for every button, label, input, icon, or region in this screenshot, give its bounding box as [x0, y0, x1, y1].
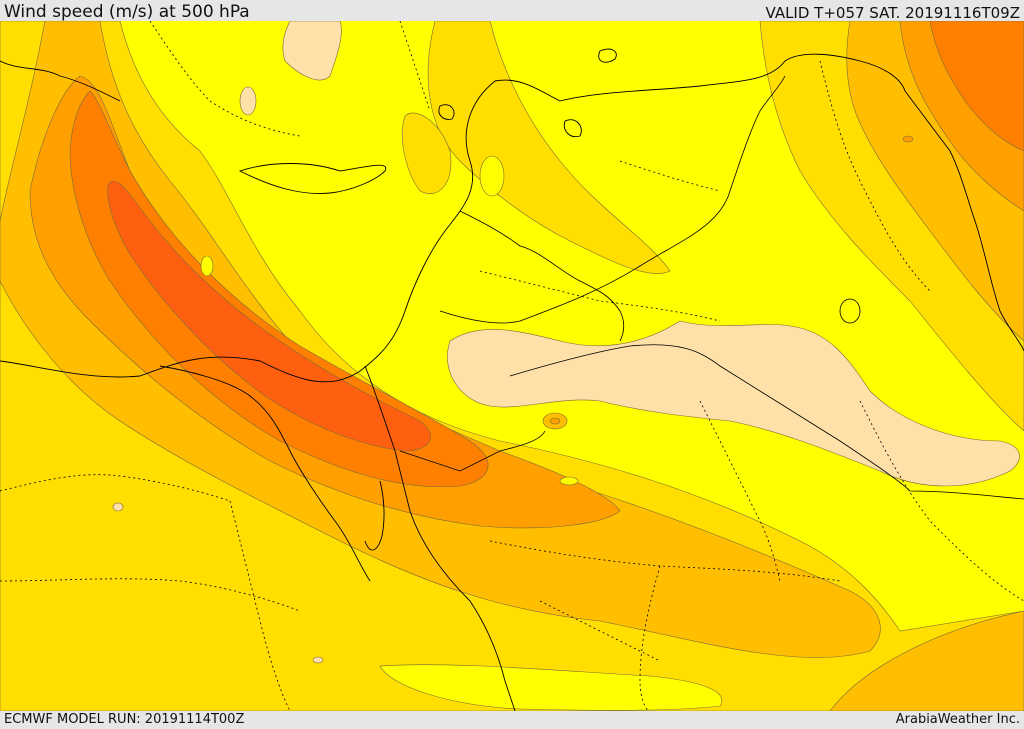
lake-1 [239, 86, 257, 116]
wind-band-jet [69, 90, 489, 487]
wind-speed-map[interactable] [0, 21, 1024, 711]
wind-band-northeast-core [929, 21, 1024, 152]
credit: ArabiaWeather Inc. [895, 712, 1020, 727]
coastlines [0, 48, 1024, 711]
wind-band-north-islet [402, 112, 452, 194]
lake-5 [312, 656, 324, 664]
local-max-northeast [902, 135, 914, 143]
map-title: Wind speed (m/s) at 500 hPa [4, 2, 250, 22]
internal-borders [0, 21, 1024, 711]
lake-4 [112, 502, 124, 512]
calm-region-east [447, 320, 1020, 487]
valid-time: VALID T+057 SAT. 20191116T09Z [765, 4, 1020, 22]
country-borders [399, 75, 1024, 500]
lake-3 [479, 155, 505, 197]
map-footer: ECMWF MODEL RUN: 20191114T00Z ArabiaWeat… [0, 711, 1024, 729]
wind-band-south-light-patch [379, 664, 723, 711]
calm-region-north [282, 21, 342, 81]
map-canvas [0, 21, 1024, 711]
wind-band-southeast [829, 610, 1024, 711]
map-header: Wind speed (m/s) at 500 hPa VALID T+057 … [0, 0, 1024, 22]
local-maximum-core [549, 417, 561, 425]
wind-band-west-light [0, 21, 1024, 711]
island-1 [839, 298, 861, 324]
lake-6 [559, 476, 579, 486]
wind-band-core [107, 180, 431, 452]
model-run: ECMWF MODEL RUN: 20191114T00Z [4, 712, 245, 727]
lake-2 [200, 255, 214, 277]
